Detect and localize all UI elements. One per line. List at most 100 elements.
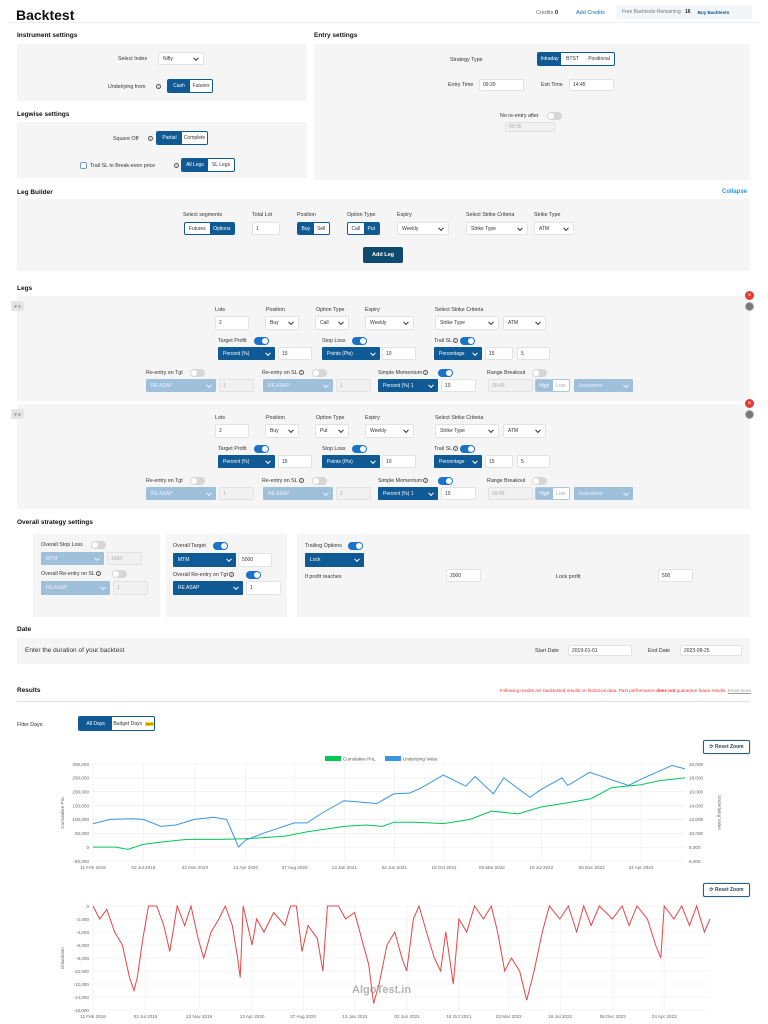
range-time-input[interactable]: 09:45 — [488, 487, 533, 500]
sl-legs-button[interactable]: SL Legs — [211, 162, 231, 168]
square-off-complete-button[interactable]: Complete — [183, 135, 206, 141]
lots-input[interactable]: 2 — [215, 316, 249, 330]
overall-reentry-tgt-toggle[interactable] — [246, 571, 261, 579]
low-button[interactable]: Low — [556, 490, 566, 497]
trail-type-dropdown[interactable]: Percentage — [434, 347, 482, 360]
legend-label[interactable]: Cumulative PnL — [343, 757, 376, 762]
buy-button[interactable]: Buy — [298, 223, 314, 234]
trail-sl-toggle[interactable] — [460, 445, 475, 453]
position-dropdown[interactable]: Buy — [265, 316, 299, 330]
info-icon[interactable]: i — [156, 84, 161, 89]
range-breakout-toggle[interactable] — [532, 369, 547, 377]
reentry-sl-toggle[interactable] — [312, 369, 327, 377]
exit-time-input[interactable]: 14:45 — [569, 79, 614, 91]
square-off-partial-button[interactable]: Partial — [157, 132, 182, 144]
reentry-sl-toggle[interactable] — [312, 477, 327, 485]
info-icon[interactable]: i — [423, 478, 429, 483]
info-icon[interactable]: i — [298, 370, 304, 375]
high-button[interactable]: High — [536, 488, 553, 499]
overall-reentry-tgt-count[interactable]: 1 — [246, 581, 281, 595]
options-button[interactable]: Options — [209, 223, 234, 234]
put-button[interactable]: Put — [363, 223, 379, 234]
info-icon[interactable]: i — [453, 446, 459, 451]
info-icon[interactable]: i — [298, 478, 304, 483]
target-type-dropdown[interactable]: Percent (%) — [218, 455, 275, 468]
momentum-type-dropdown[interactable]: Percent (%) 1 — [378, 487, 438, 500]
start-date-input[interactable]: 2019-01-01 — [568, 645, 632, 656]
expiry-dropdown[interactable]: Weekly — [365, 316, 414, 330]
target-type-dropdown[interactable]: Percent (%) — [218, 347, 275, 360]
info-icon[interactable]: i — [228, 572, 234, 577]
drawdown-chart[interactable]: 0 -2,000 -4,000 -6,000 -8,000 -10,000 -12,000 -… — [0, 898, 768, 1024]
target-profit-toggle[interactable] — [254, 445, 269, 453]
positional-button[interactable]: Positional — [588, 56, 610, 62]
stop-loss-toggle[interactable] — [352, 337, 367, 345]
reentry-sl-count[interactable]: 1 — [336, 487, 371, 500]
overall-sl-value[interactable]: 1000 — [107, 552, 142, 565]
select-index-dropdown[interactable]: Nifty — [158, 52, 204, 65]
strike-criteria-dropdown[interactable]: Strike Type — [435, 424, 499, 438]
info-icon[interactable]: i — [95, 571, 101, 576]
overall-target-type-dropdown[interactable]: MTM — [173, 553, 236, 567]
info-icon[interactable]: i — [423, 370, 429, 375]
end-date-input[interactable]: 2023-08-25 — [680, 645, 742, 656]
add-leg-button[interactable]: Add Leg — [363, 247, 403, 263]
reset-zoom-button[interactable]: ⟳ Reset Zoom — [703, 883, 750, 897]
option-type-dropdown[interactable]: Call — [315, 316, 349, 330]
target-value-input[interactable]: 15 — [278, 455, 312, 468]
profit-reaches-input[interactable]: 2000 — [446, 569, 481, 582]
underlying-cash-button[interactable]: Cash — [168, 80, 190, 92]
overall-reentry-sl-count[interactable]: 1 — [113, 581, 148, 595]
trail-sl-checkbox[interactable] — [80, 162, 87, 169]
reentry-tgt-dropdown[interactable]: RE ASAP — [146, 379, 216, 392]
trail-sl-toggle[interactable] — [460, 337, 475, 345]
target-value-input[interactable]: 15 — [278, 347, 312, 360]
copy-leg-icon[interactable] — [745, 410, 754, 419]
budget-days-button[interactable]: Budget Days NEW — [112, 717, 154, 730]
entry-time-input[interactable]: 09:20 — [479, 79, 524, 91]
lots-input[interactable]: 2 — [215, 424, 249, 438]
target-profit-toggle[interactable] — [254, 337, 269, 345]
sell-button[interactable]: Sell — [317, 225, 326, 232]
info-icon[interactable]: i — [174, 163, 179, 168]
trail-type-dropdown[interactable]: Percentage — [434, 455, 482, 468]
strike-dropdown[interactable]: ATM — [503, 424, 546, 438]
momentum-type-dropdown[interactable]: Percent (%) 1 — [378, 379, 438, 392]
call-button[interactable]: Call — [351, 225, 361, 232]
reentry-sl-dropdown[interactable]: RE ASAP — [263, 487, 333, 500]
reentry-tgt-toggle[interactable] — [190, 369, 205, 377]
buy-backtests-button[interactable]: Buy Backtests — [697, 9, 730, 15]
pnl-chart[interactable]: 300,000 250,000 200,000 150,000 100,000 50,00… — [0, 750, 768, 880]
overall-reentry-tgt-dropdown[interactable]: RE ASAP — [173, 581, 243, 595]
copy-leg-icon[interactable] — [745, 302, 754, 311]
momentum-value-input[interactable]: 10 — [441, 487, 476, 500]
expiry-dropdown[interactable]: Weekly — [397, 222, 449, 235]
reentry-tgt-count[interactable]: 1 — [219, 379, 254, 392]
reentry-tgt-dropdown[interactable]: RE ASAP — [146, 487, 216, 500]
strike-type-dropdown[interactable]: ATM — [534, 222, 574, 235]
underlying-futures-button[interactable]: Futures — [192, 83, 210, 89]
reentry-tgt-count[interactable]: 1 — [219, 487, 254, 500]
overall-reentry-sl-toggle[interactable] — [112, 570, 127, 578]
reentry-tgt-toggle[interactable] — [190, 477, 205, 485]
trail-y-input[interactable]: 5 — [517, 455, 550, 468]
low-button[interactable]: Low — [556, 382, 566, 389]
overall-reentry-sl-dropdown[interactable]: RE ASAP — [41, 581, 110, 595]
range-instrument-dropdown[interactable]: Instrument — [574, 379, 633, 392]
collapse-link[interactable]: Collapse — [722, 189, 748, 195]
lock-profit-input[interactable]: 500 — [658, 569, 693, 582]
sl-value-input[interactable]: 10 — [382, 455, 416, 468]
sl-type-dropdown[interactable]: Points (Pts) — [322, 455, 380, 468]
range-breakout-toggle[interactable] — [532, 477, 547, 485]
expiry-dropdown[interactable]: Weekly — [365, 424, 414, 438]
momentum-toggle[interactable] — [438, 477, 453, 485]
trail-x-input[interactable]: 15 — [485, 455, 513, 468]
option-type-dropdown[interactable]: Put — [315, 424, 349, 438]
trailing-options-toggle[interactable] — [348, 542, 363, 550]
trail-y-input[interactable]: 5 — [517, 347, 550, 360]
reentry-sl-count[interactable]: 1 — [336, 379, 371, 392]
overall-target-value[interactable]: 5000 — [238, 553, 272, 567]
reset-zoom-button[interactable]: ⟳ Reset Zoom — [703, 740, 750, 754]
legend-label[interactable]: Underlying Value — [403, 757, 438, 762]
momentum-toggle[interactable] — [438, 369, 453, 377]
